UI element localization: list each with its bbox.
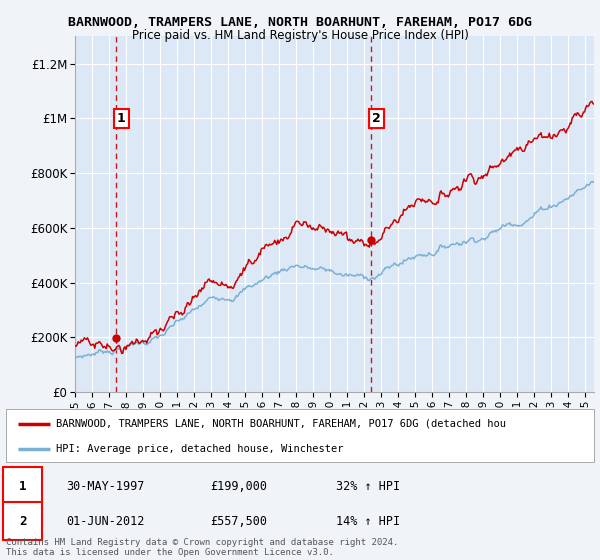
Text: Contains HM Land Registry data © Crown copyright and database right 2024.
This d: Contains HM Land Registry data © Crown c… xyxy=(6,538,398,557)
Text: 1: 1 xyxy=(117,112,125,125)
Text: Price paid vs. HM Land Registry's House Price Index (HPI): Price paid vs. HM Land Registry's House … xyxy=(131,29,469,42)
Text: 30-MAY-1997: 30-MAY-1997 xyxy=(66,479,145,493)
Text: 14% ↑ HPI: 14% ↑ HPI xyxy=(336,515,400,528)
Text: 32% ↑ HPI: 32% ↑ HPI xyxy=(336,479,400,493)
Text: £557,500: £557,500 xyxy=(210,515,267,528)
Text: BARNWOOD, TRAMPERS LANE, NORTH BOARHUNT, FAREHAM, PO17 6DG: BARNWOOD, TRAMPERS LANE, NORTH BOARHUNT,… xyxy=(68,16,532,29)
Text: £199,000: £199,000 xyxy=(210,479,267,493)
Text: BARNWOOD, TRAMPERS LANE, NORTH BOARHUNT, FAREHAM, PO17 6DG (detached hou: BARNWOOD, TRAMPERS LANE, NORTH BOARHUNT,… xyxy=(56,419,506,429)
Text: 2: 2 xyxy=(19,515,26,528)
Text: HPI: Average price, detached house, Winchester: HPI: Average price, detached house, Winc… xyxy=(56,444,343,454)
Text: 01-JUN-2012: 01-JUN-2012 xyxy=(66,515,145,528)
Text: 2: 2 xyxy=(372,112,381,125)
Text: 1: 1 xyxy=(19,479,26,493)
